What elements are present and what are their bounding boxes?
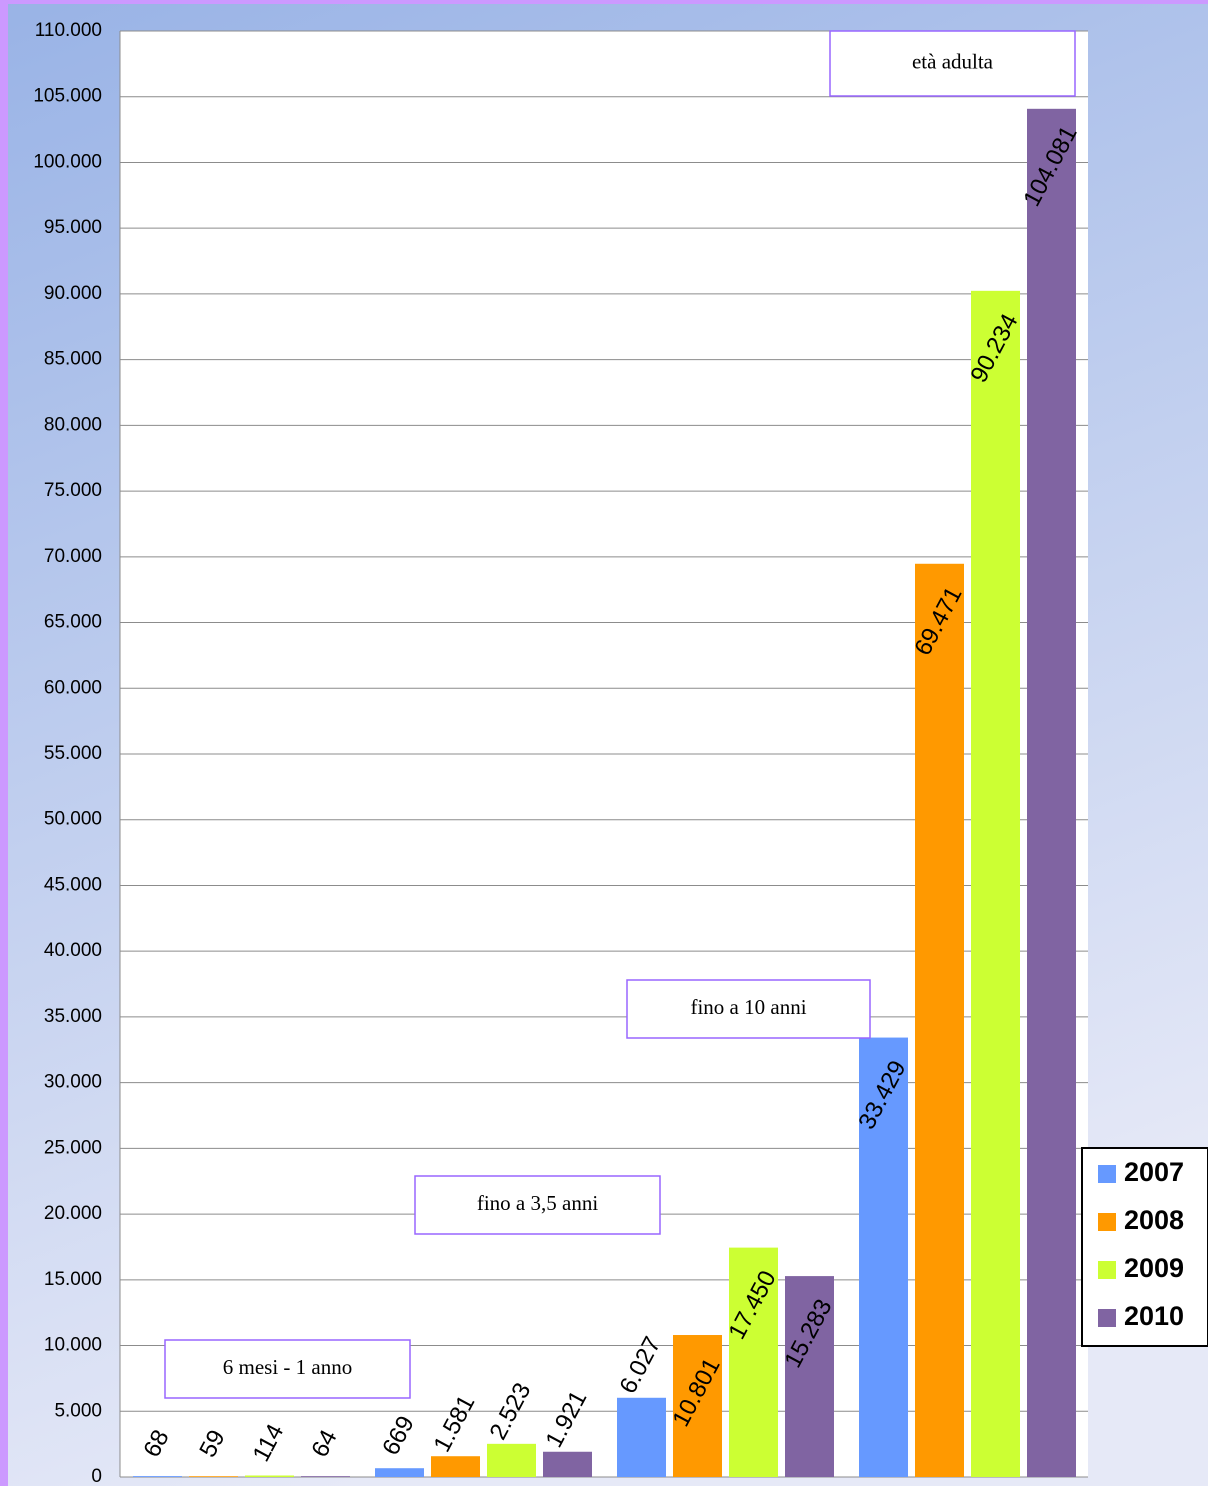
legend-swatch bbox=[1098, 1213, 1116, 1231]
bar bbox=[915, 563, 964, 1477]
bar bbox=[971, 290, 1020, 1478]
y-tick-label: 100.000 bbox=[33, 151, 102, 172]
annotation-box bbox=[829, 30, 1076, 97]
y-tick-label: 90.000 bbox=[44, 283, 102, 304]
legend-label: 2010 bbox=[1124, 1301, 1184, 1331]
legend-label: 2008 bbox=[1124, 1205, 1184, 1235]
y-tick-label: 35.000 bbox=[44, 1006, 102, 1027]
y-tick-label: 50.000 bbox=[44, 809, 102, 830]
bar bbox=[785, 1276, 834, 1477]
y-tick-label: 65.000 bbox=[44, 612, 102, 633]
y-tick-label: 85.000 bbox=[44, 349, 102, 370]
y-tick-label: 30.000 bbox=[44, 1072, 102, 1093]
bar bbox=[859, 1037, 908, 1477]
legend-swatch bbox=[1098, 1261, 1116, 1279]
annotation-box bbox=[414, 1175, 661, 1235]
y-tick-label: 0 bbox=[91, 1466, 102, 1486]
annotation: età adulta bbox=[912, 49, 994, 73]
bar bbox=[1027, 108, 1076, 1477]
annotation: fino a 10 anni bbox=[690, 995, 806, 1019]
y-tick-label: 70.000 bbox=[44, 546, 102, 567]
y-tick-label: 45.000 bbox=[44, 874, 102, 895]
y-tick-label: 55.000 bbox=[44, 743, 102, 764]
annotation: fino a 3,5 anni bbox=[477, 1191, 598, 1215]
annotation: 6 mesi - 1 anno bbox=[223, 1355, 352, 1379]
y-tick-label: 105.000 bbox=[33, 86, 102, 107]
y-tick-label: 40.000 bbox=[44, 940, 102, 961]
y-tick-label: 5.000 bbox=[54, 1400, 102, 1421]
bar bbox=[729, 1247, 778, 1477]
bar bbox=[543, 1451, 592, 1477]
annotation-box bbox=[164, 1339, 411, 1399]
bar bbox=[673, 1335, 722, 1477]
y-tick-label: 75.000 bbox=[44, 480, 102, 501]
y-tick-label: 15.000 bbox=[44, 1269, 102, 1290]
bar bbox=[375, 1468, 424, 1477]
y-tick-label: 25.000 bbox=[44, 1137, 102, 1158]
bar bbox=[487, 1443, 536, 1477]
bar bbox=[133, 1476, 182, 1477]
legend-label: 2007 bbox=[1124, 1157, 1184, 1187]
legend-swatch bbox=[1098, 1165, 1116, 1183]
bar bbox=[431, 1456, 480, 1477]
left-border bbox=[0, 0, 8, 1486]
y-tick-label: 110.000 bbox=[35, 20, 102, 41]
bar bbox=[617, 1397, 666, 1477]
bar bbox=[245, 1475, 294, 1477]
y-tick-label: 80.000 bbox=[44, 414, 102, 435]
annotation-box bbox=[626, 979, 871, 1039]
bar bbox=[189, 1476, 238, 1477]
y-tick-label: 10.000 bbox=[44, 1335, 102, 1356]
y-tick-label: 95.000 bbox=[44, 217, 102, 238]
legend-label: 2009 bbox=[1124, 1253, 1184, 1283]
top-border bbox=[0, 0, 1208, 4]
y-tick-label: 60.000 bbox=[44, 677, 102, 698]
bar bbox=[301, 1476, 350, 1477]
legend-swatch bbox=[1098, 1309, 1116, 1327]
y-tick-label: 20.000 bbox=[44, 1203, 102, 1224]
